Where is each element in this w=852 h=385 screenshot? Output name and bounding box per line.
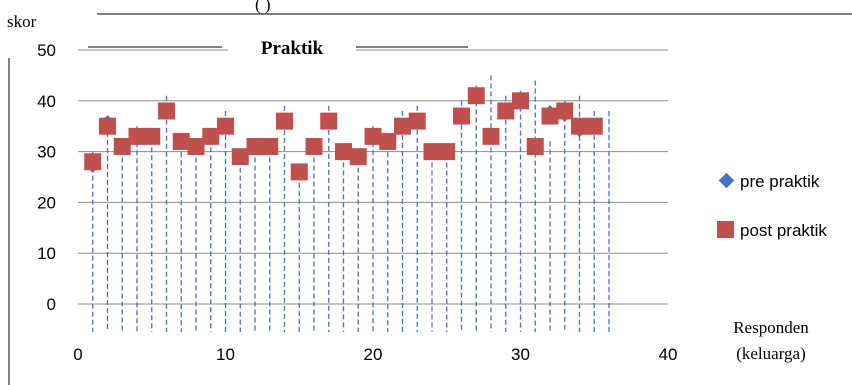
post-praktik-point bbox=[113, 138, 131, 156]
post-praktik-point bbox=[84, 153, 102, 171]
post-praktik-point bbox=[143, 127, 161, 145]
x-axis-label-line1: Responden bbox=[733, 318, 809, 337]
post-praktik-point bbox=[571, 117, 588, 135]
data-markers bbox=[84, 87, 603, 181]
title-background bbox=[228, 32, 356, 62]
post-praktik-point bbox=[379, 132, 397, 150]
post-praktik-point bbox=[364, 127, 382, 145]
y-tick-label: 30 bbox=[37, 143, 56, 162]
y-tick-label: 20 bbox=[37, 193, 56, 212]
post-praktik-point bbox=[335, 143, 352, 161]
post-praktik-point bbox=[99, 117, 116, 135]
x-tick-label: 30 bbox=[511, 345, 530, 364]
post-praktik-point bbox=[158, 102, 175, 120]
legend-marker-post bbox=[717, 221, 734, 238]
post-praktik-point bbox=[453, 107, 470, 125]
legend-label-pre: pre praktik bbox=[740, 172, 820, 191]
x-axis-label-line2: (keluarga) bbox=[736, 344, 806, 363]
post-praktik-point bbox=[187, 138, 205, 156]
post-praktik-point bbox=[585, 117, 603, 135]
post-praktik-point bbox=[482, 127, 500, 145]
x-tick-label: 40 bbox=[659, 345, 678, 364]
post-praktik-point bbox=[349, 148, 367, 166]
y-tick-label: 0 bbox=[47, 295, 56, 314]
x-tick-label: 0 bbox=[73, 345, 82, 364]
post-praktik-point bbox=[423, 143, 441, 161]
legend-label-post: post praktik bbox=[740, 221, 827, 240]
post-praktik-point bbox=[128, 127, 146, 145]
post-praktik-point bbox=[526, 138, 544, 156]
post-praktik-point bbox=[276, 112, 293, 130]
top-partial-text: ( ) bbox=[255, 0, 271, 14]
post-praktik-point bbox=[512, 92, 529, 110]
legend-marker-pre bbox=[718, 172, 735, 189]
y-tick-label: 40 bbox=[37, 92, 56, 111]
post-praktik-point bbox=[261, 138, 279, 156]
post-praktik-point bbox=[438, 143, 456, 161]
y-axis-label: skor bbox=[7, 12, 37, 31]
chart-title: Praktik bbox=[261, 38, 324, 59]
y-tick-label: 10 bbox=[37, 244, 56, 263]
post-praktik-point bbox=[290, 163, 308, 181]
post-praktik-point bbox=[217, 117, 234, 135]
x-tick-label: 20 bbox=[364, 345, 383, 364]
post-praktik-point bbox=[172, 132, 190, 150]
x-tick-label: 10 bbox=[216, 345, 235, 364]
post-praktik-point bbox=[231, 148, 249, 166]
post-praktik-point bbox=[556, 102, 574, 120]
post-praktik-point bbox=[394, 117, 411, 135]
post-praktik-point bbox=[320, 112, 338, 130]
post-praktik-point bbox=[467, 87, 485, 105]
x-tick-labels: 0 10 20 30 40 bbox=[73, 345, 677, 364]
post-praktik-point bbox=[246, 138, 264, 156]
post-praktik-point bbox=[497, 102, 515, 120]
post-praktik-point bbox=[541, 107, 559, 125]
legend: pre praktik post praktik bbox=[717, 172, 827, 240]
drop-lines bbox=[92, 75, 610, 332]
y-tick-labels: 0 10 20 30 40 50 bbox=[37, 41, 56, 314]
y-tick-label: 50 bbox=[37, 41, 56, 60]
post-praktik-point bbox=[408, 112, 426, 130]
post-praktik-point bbox=[202, 127, 220, 145]
post-praktik-point bbox=[305, 138, 323, 156]
